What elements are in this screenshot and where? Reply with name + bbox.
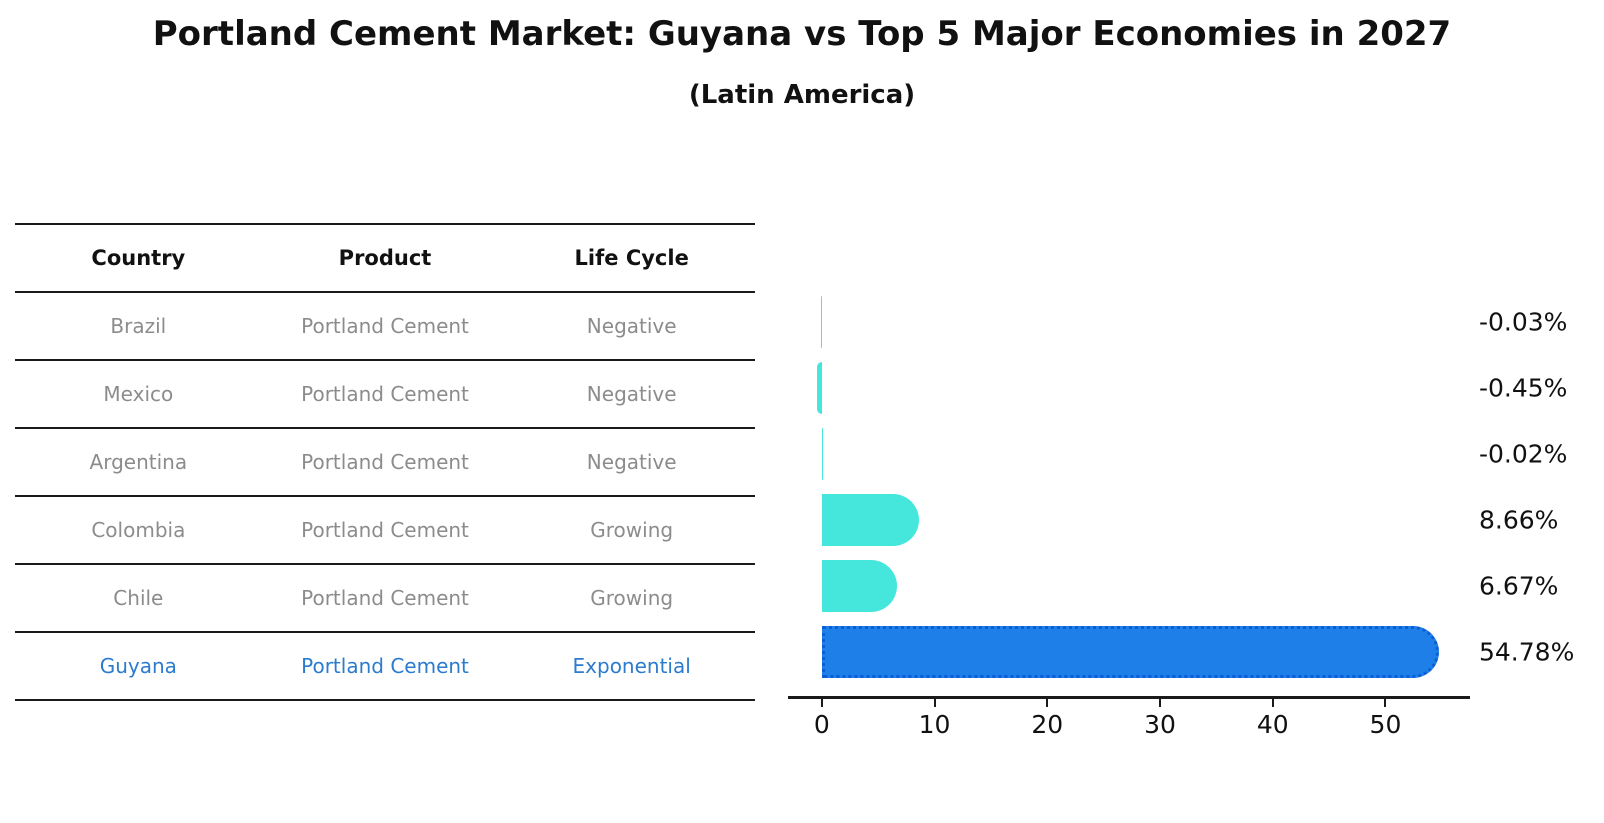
x-axis-tick bbox=[933, 698, 936, 707]
bar-colombia bbox=[821, 494, 920, 546]
x-axis-tick bbox=[1159, 698, 1161, 707]
bar-value-label: 54.78% bbox=[1479, 637, 1575, 667]
cell-life-cycle: Negative bbox=[586, 382, 677, 406]
country-table: Country Product Life Cycle Brazil Portla… bbox=[15, 223, 755, 701]
bar-chile bbox=[821, 560, 897, 612]
cell-life-cycle: Growing bbox=[590, 586, 674, 610]
x-axis-tick bbox=[820, 698, 823, 707]
bar-value-label: -0.03% bbox=[1479, 307, 1568, 337]
cell-life-cycle: Negative bbox=[586, 314, 677, 338]
cell-product: Portland Cement bbox=[301, 586, 469, 610]
cell-country: Guyana bbox=[99, 654, 177, 678]
bar-value-label: -0.45% bbox=[1479, 373, 1568, 403]
chart-title: Portland Cement Market: Guyana vs Top 5 … bbox=[152, 14, 1452, 54]
cell-country: Mexico bbox=[103, 382, 174, 406]
cell-country: Chile bbox=[113, 586, 164, 610]
x-axis-tick bbox=[1271, 698, 1274, 707]
cell-product: Portland Cement bbox=[301, 654, 469, 678]
x-tick-label: 20 bbox=[1031, 710, 1064, 739]
bar-value-label: 6.67% bbox=[1479, 571, 1559, 601]
cell-country: Brazil bbox=[110, 314, 167, 338]
x-axis-tick bbox=[1384, 698, 1387, 707]
x-tick-label: 50 bbox=[1369, 710, 1402, 739]
cell-life-cycle: Exponential bbox=[572, 654, 691, 678]
column-header-life-cycle: Life Cycle bbox=[574, 246, 689, 270]
x-axis-tick bbox=[1046, 698, 1049, 707]
cell-life-cycle: Negative bbox=[586, 450, 677, 474]
table-row-highlight-guyana: Guyana Portland Cement Exponential bbox=[15, 631, 755, 701]
cell-product: Portland Cement bbox=[301, 518, 469, 542]
x-axis-line bbox=[788, 696, 1470, 699]
bar-value-label: 8.66% bbox=[1479, 505, 1559, 535]
table-row: Mexico Portland Cement Negative bbox=[15, 359, 755, 427]
column-header-product: Product bbox=[338, 246, 432, 270]
x-tick-label: 40 bbox=[1256, 710, 1289, 739]
x-tick-label: 10 bbox=[918, 710, 951, 739]
cell-product: Portland Cement bbox=[301, 382, 469, 406]
bar-guyana bbox=[821, 626, 1440, 678]
cell-country: Argentina bbox=[89, 450, 188, 474]
cell-product: Portland Cement bbox=[301, 450, 469, 474]
bar-value-label: -0.02% bbox=[1479, 439, 1568, 469]
x-tick-label: 0 bbox=[813, 710, 830, 739]
table-row: Argentina Portland Cement Negative bbox=[15, 427, 755, 495]
x-tick-label: 30 bbox=[1144, 710, 1176, 739]
table-header-row: Country Product Life Cycle bbox=[15, 223, 755, 291]
column-header-country: Country bbox=[91, 246, 186, 270]
cell-product: Portland Cement bbox=[301, 314, 469, 338]
cell-life-cycle: Growing bbox=[590, 518, 674, 542]
chart-subtitle: (Latin America) bbox=[688, 80, 916, 110]
table-row: Chile Portland Cement Growing bbox=[15, 563, 755, 631]
table-row: Colombia Portland Cement Growing bbox=[15, 495, 755, 563]
bar-mexico bbox=[816, 362, 822, 414]
cell-country: Colombia bbox=[91, 518, 186, 542]
table-row: Brazil Portland Cement Negative bbox=[15, 291, 755, 359]
